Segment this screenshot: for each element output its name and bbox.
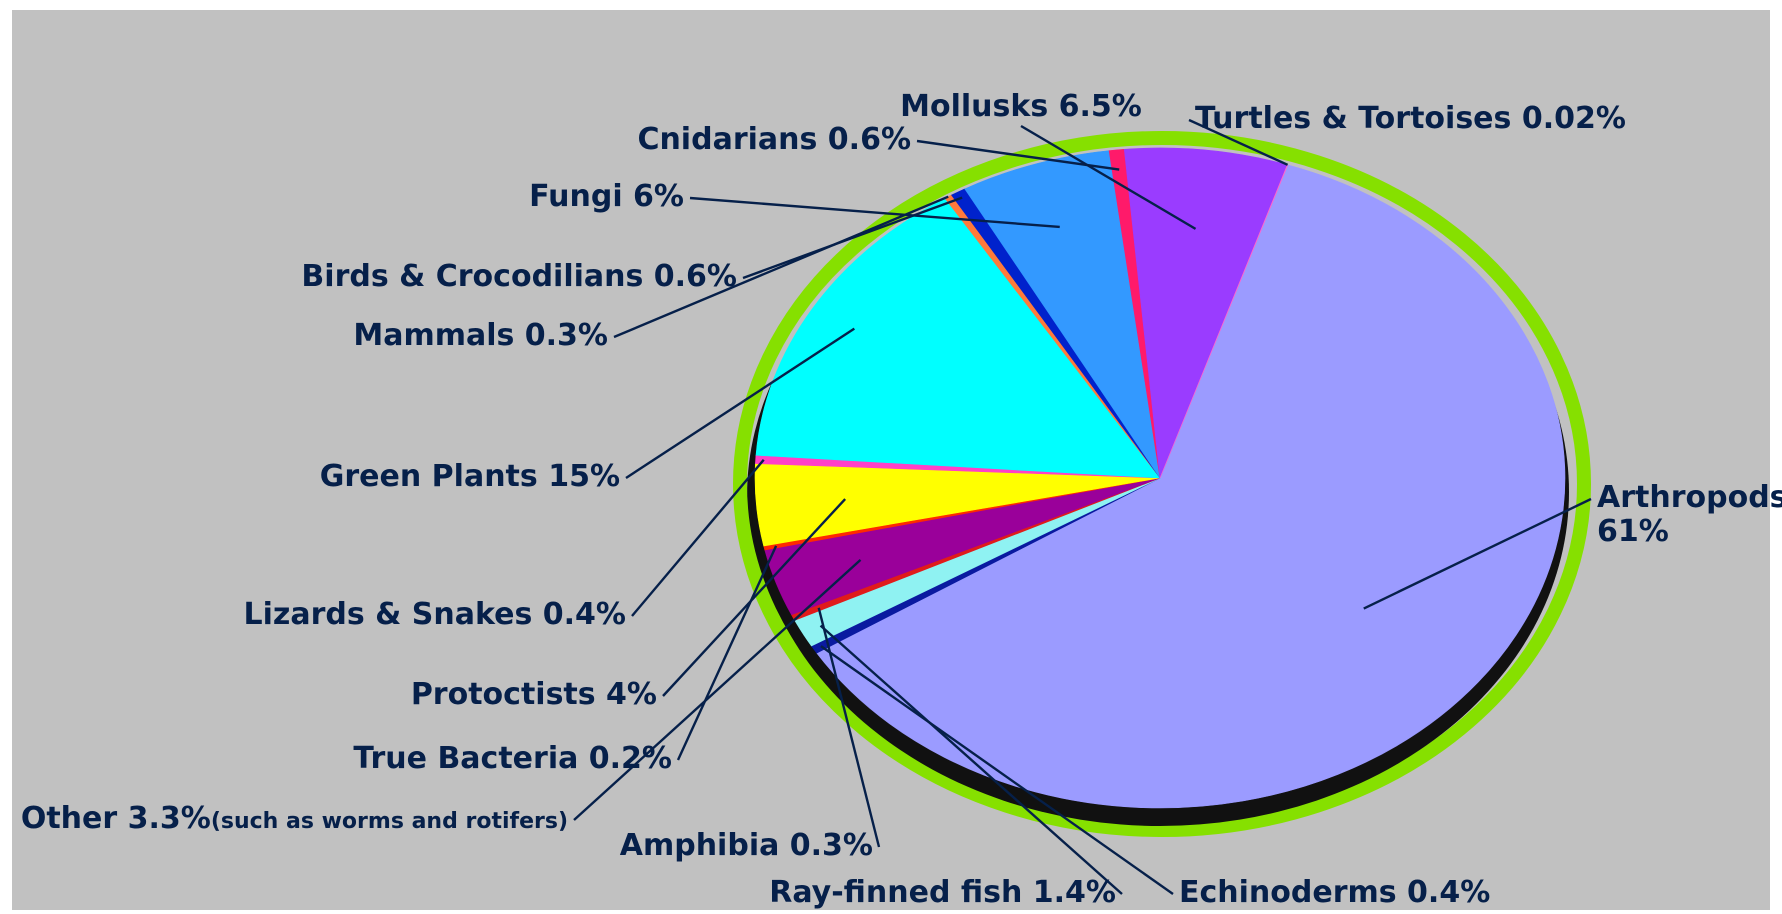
- slice-label-text: Birds & Crocodilians 0.6%: [301, 259, 737, 294]
- slice-label-14: Mollusks 6.5%: [900, 89, 1142, 124]
- slice-label-5: Other 3.3%(such as worms and rotifers): [21, 801, 568, 836]
- leader-line-5: [573, 558, 862, 821]
- leader-line-4: [817, 607, 881, 848]
- slice-label-text: Lizards & Snakes 0.4%: [244, 597, 627, 632]
- slice-label-text: Mammals 0.3%: [353, 318, 608, 353]
- slice-labels-group: Arthropods 61% Echinoderms 0.4% Ray-finned …: [21, 89, 1782, 910]
- slice-label-12: Fungi 6%: [529, 179, 684, 214]
- leader-lines-group: [573, 118, 1592, 895]
- slice-label-13: Cnidarians 0.6%: [637, 122, 911, 157]
- slice-label-text: Cnidarians 0.6%: [637, 122, 911, 157]
- leader-line-10: [613, 195, 949, 339]
- slice-label-text: Amphibia 0.3%: [620, 828, 873, 863]
- leader-line-3: [819, 624, 1123, 895]
- leader-line-11: [742, 196, 963, 280]
- leader-line-2: [820, 645, 1174, 895]
- pie-slice-12: [964, 150, 1161, 479]
- pie-rim: [733, 131, 1591, 837]
- slice-label-6: True Bacteria 0.2%: [353, 741, 672, 776]
- leader-line-15: [1188, 118, 1289, 166]
- slice-label-15: Turtles & Tortoises 0.02%: [1195, 101, 1626, 136]
- slice-label-text: Arthropods: [1597, 480, 1782, 515]
- slice-label-line2: 61%: [1597, 514, 1669, 549]
- slice-label-2: Echinoderms 0.4%: [1179, 875, 1490, 910]
- slice-label-8: Lizards & Snakes 0.4%: [244, 597, 627, 632]
- slice-label-11: Birds & Crocodilians 0.6%: [301, 259, 737, 294]
- slice-label-7: Protoctists 4%: [411, 677, 657, 712]
- pie-slice-9: [755, 197, 1161, 479]
- slice-label-text: Mollusks 6.5%: [900, 89, 1142, 124]
- slice-label-1: Arthropods 61%: [1597, 480, 1782, 549]
- leader-line-6: [676, 545, 778, 761]
- slice-label-text: True Bacteria 0.2%: [353, 741, 672, 776]
- slice-label-text: Fungi 6%: [529, 179, 684, 214]
- leader-line-9: [625, 327, 855, 480]
- leader-line-12: [689, 196, 1060, 229]
- slice-label-text: Echinoderms 0.4%: [1179, 875, 1490, 910]
- slice-label-text: Other 3.3%: [21, 801, 211, 836]
- pie-slices-group: [754, 147, 1566, 809]
- leader-line-14: [1020, 124, 1197, 230]
- slice-label-note: (such as worms and rotifers): [211, 809, 568, 834]
- leader-line-7: [662, 498, 847, 697]
- slice-label-10: Mammals 0.3%: [353, 318, 608, 353]
- slice-label-9: Green Plants 15%: [320, 459, 620, 494]
- slice-label-4: Amphibia 0.3%: [620, 828, 873, 863]
- slice-label-text: Ray-finned fish 1.4%: [769, 875, 1116, 910]
- slice-label-text: Protoctists 4%: [411, 677, 657, 712]
- slice-label-text: Turtles & Tortoises 0.02%: [1195, 101, 1626, 136]
- leader-line-8: [631, 459, 765, 617]
- slice-label-text: Green Plants 15%: [320, 459, 620, 494]
- leader-line-1: [1363, 497, 1592, 610]
- slice-label-3: Ray-finned fish 1.4%: [769, 875, 1116, 910]
